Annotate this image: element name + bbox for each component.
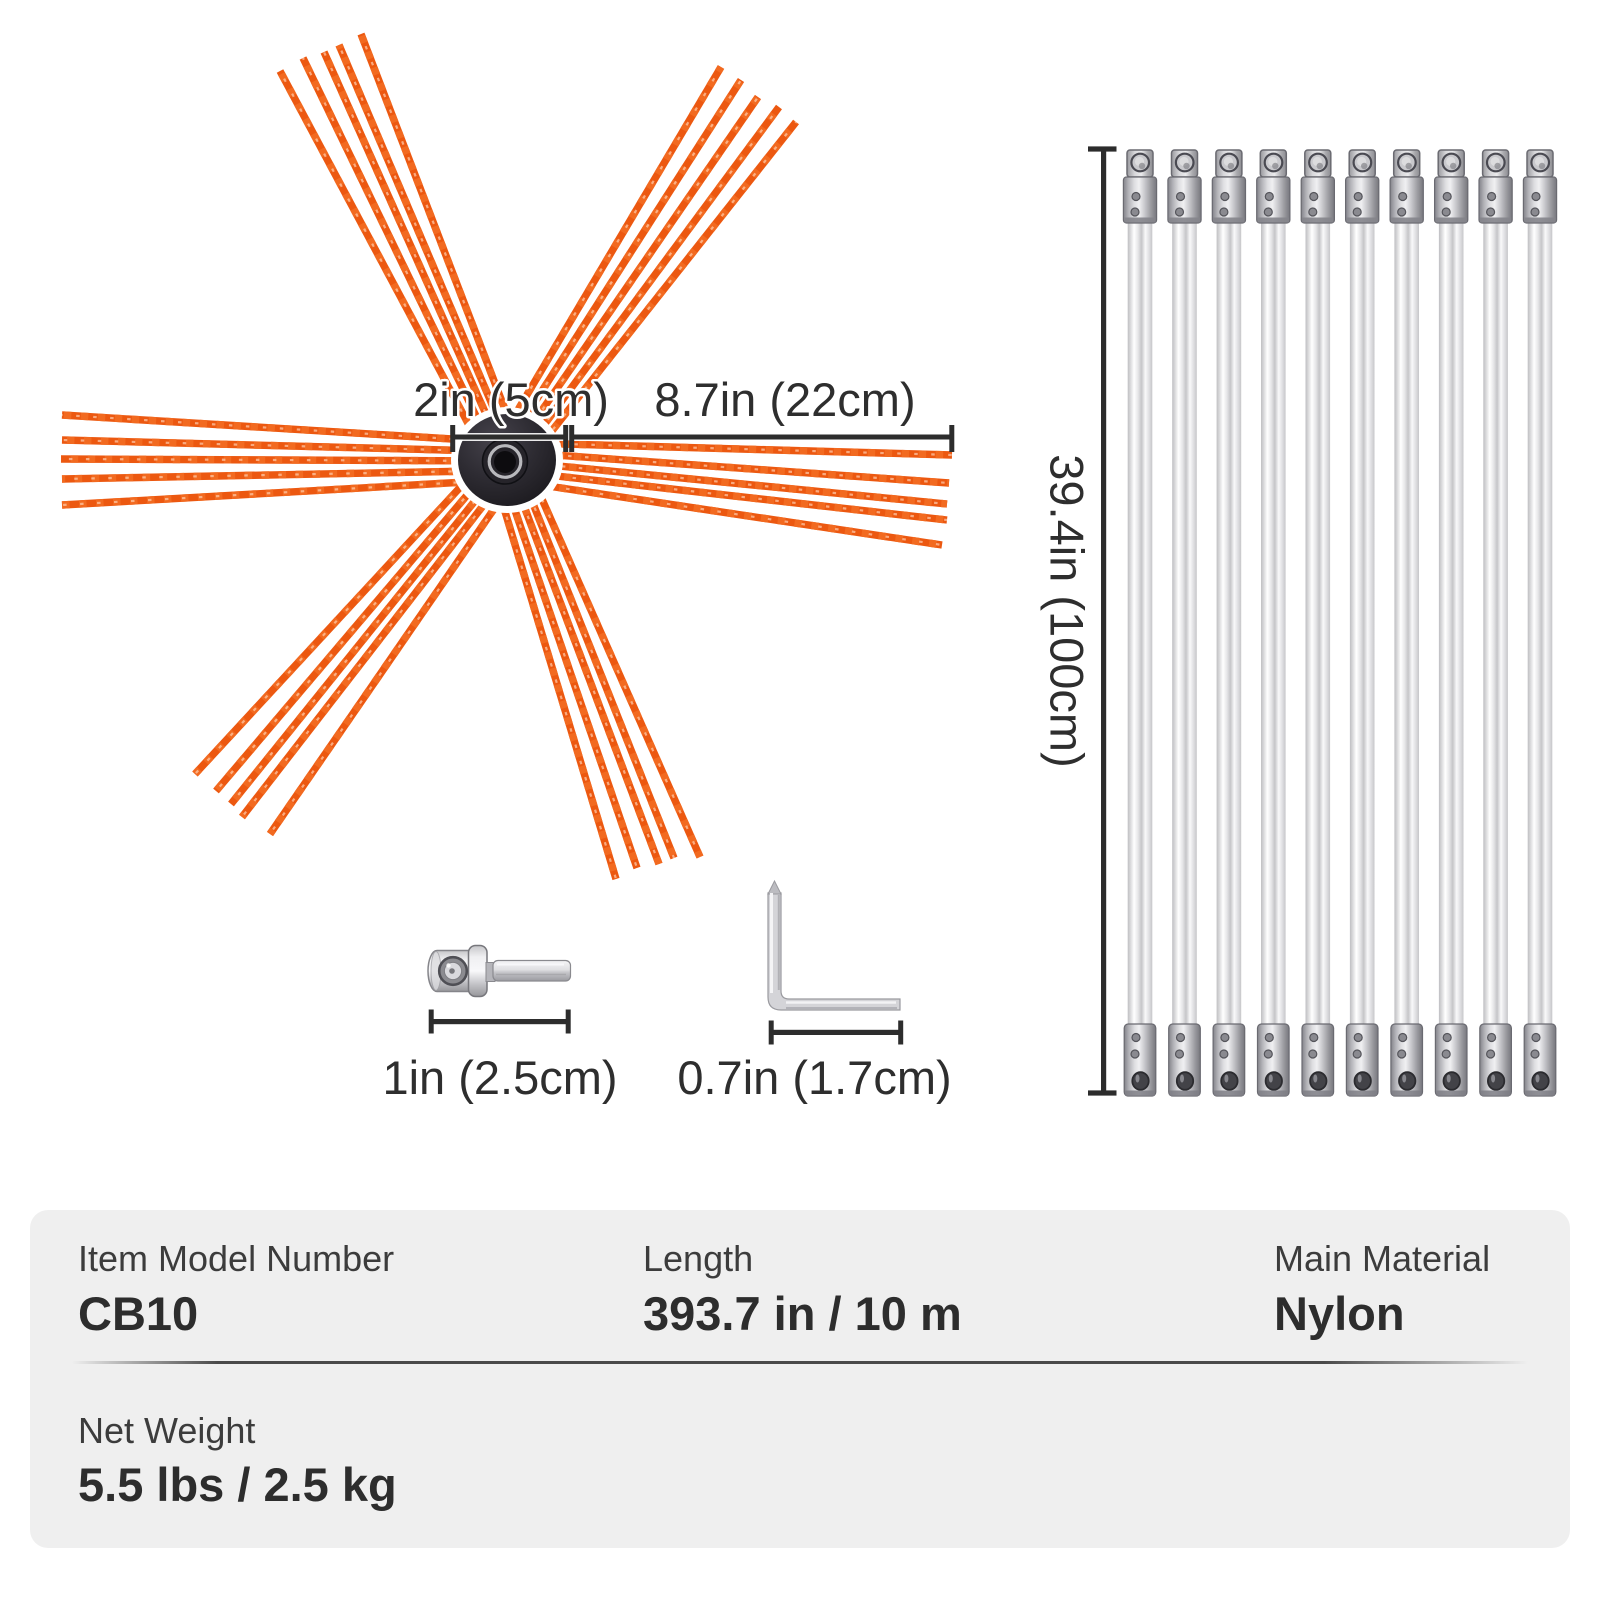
svg-text:39.4in (100cm): 39.4in (100cm) — [1041, 454, 1094, 768]
svg-text:0.7in (1.7cm): 0.7in (1.7cm) — [677, 1051, 951, 1104]
svg-text:8.7in (22cm): 8.7in (22cm) — [654, 373, 915, 426]
svg-text:1in (2.5cm): 1in (2.5cm) — [382, 1051, 617, 1104]
svg-text:2in (5cm): 2in (5cm) — [413, 373, 609, 426]
